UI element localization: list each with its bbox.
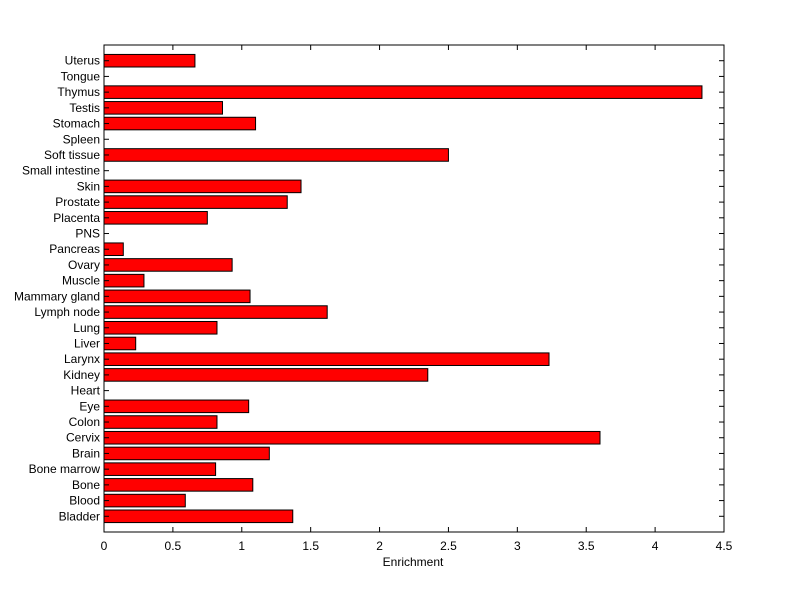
y-tick-label-bladder: Bladder [59,509,100,523]
bar-thymus [103,85,703,99]
y-tick-label-blood: Blood [69,494,100,508]
x-tick-label: 2 [376,539,383,553]
bar-lymph-node [103,305,328,319]
y-tick-label-stomach: Stomach [53,117,100,131]
y-tick-label-colon: Colon [69,415,100,429]
y-tick-label-small-intestine: Small intestine [22,164,100,178]
y-tick-label-bone: Bone [72,478,100,492]
y-tick-label-ovary: Ovary [68,258,100,272]
x-axis: 0 0.5 1 1.5 2 2.5 3 3.5 4 4.5 [101,45,733,553]
y-tick-label-thymus: Thymus [57,85,100,99]
y-tick-label-liver: Liver [74,336,100,350]
x-tick-label: 4.5 [716,539,733,553]
bar-larynx [103,352,550,366]
y-tick-label-uterus: Uterus [65,54,100,68]
bar-bladder [103,509,294,524]
y-tick-label-cervix: Cervix [66,431,100,445]
y-tick-label-mammary-gland: Mammary gland [14,289,100,303]
y-tick-label-soft-tissue: Soft tissue [44,148,100,162]
x-tick-label: 3 [514,539,521,553]
y-tick-label-spleen: Spleen [63,132,100,146]
bar-bone [103,478,254,492]
bar-bone-marrow [103,462,217,476]
bar-stomach [103,116,257,131]
x-axis-label: Enrichment [383,555,444,569]
bar-cervix [103,430,601,445]
bar-kidney [103,368,429,382]
y-tick-label-prostate: Prostate [55,195,100,209]
y-tick-label-brain: Brain [72,446,100,460]
bar-brain [103,446,270,461]
y-tick-label-heart: Heart [71,384,101,398]
bar-blood [103,493,186,508]
y-tick-label-kidney: Kidney [63,368,100,382]
y-tick-label-lymph-node: Lymph node [34,305,100,319]
y-tick-label-muscle: Muscle [62,274,100,288]
x-tick-label: 4 [652,539,659,553]
bar-soft-tissue [103,148,449,162]
y-tick-label-tongue: Tongue [61,69,101,83]
y-tick-label-eye: Eye [79,399,100,413]
y-tick-label-skin: Skin [77,179,100,193]
y-tick-label-bone-marrow: Bone marrow [29,462,101,476]
bar-lung [103,320,218,335]
x-tick-label: 3.5 [578,539,595,553]
x-tick-label: 1.5 [302,539,319,553]
bars-layer [103,53,703,524]
bar-skin [103,179,302,194]
x-tick-label: 2.5 [440,539,457,553]
bar-ovary [103,258,233,272]
bar-mammary-gland [103,289,251,304]
x-tick-label: 1 [238,539,245,553]
bar-eye [103,399,250,414]
x-tick-label: 0 [101,539,108,553]
bar-prostate [103,195,288,209]
y-tick-label-larynx: Larynx [64,352,100,366]
y-tick-label-placenta: Placenta [53,211,100,225]
bar-placenta [103,211,208,225]
bar-uterus [103,53,196,68]
y-tick-label-testis: Testis [69,101,100,115]
y-tick-label-pancreas: Pancreas [49,242,100,256]
bar-testis [103,101,223,115]
y-tick-label-lung: Lung [73,321,100,335]
bar-muscle [103,273,145,288]
bar-colon [103,415,218,429]
y-tick-label-pns: PNS [75,227,100,241]
x-tick-label: 0.5 [165,539,182,553]
